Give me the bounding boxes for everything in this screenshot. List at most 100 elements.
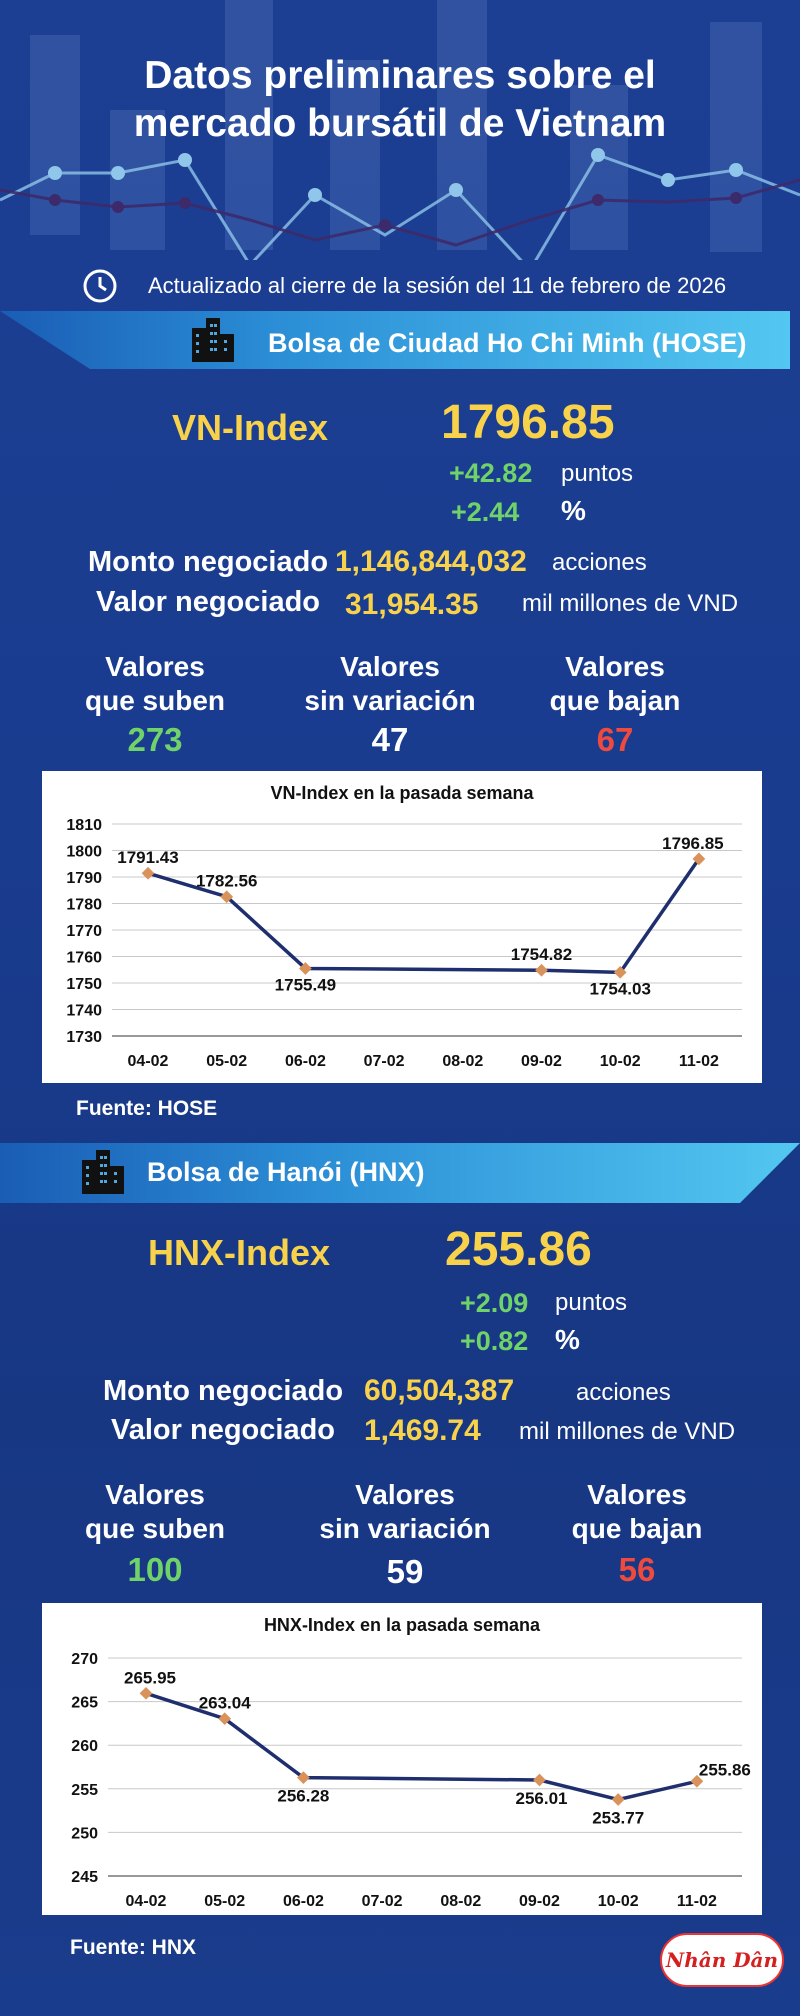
hose-flat-label: Valores sin variación <box>280 650 500 718</box>
decorative-bar <box>570 85 628 250</box>
hnx-volume-value: 60,504,387 <box>364 1374 515 1407</box>
nhandan-logo: Nhân Dân <box>660 1933 784 1987</box>
hose-volume-unit: acciones <box>552 549 647 576</box>
hnx-up-label: Valores que suben <box>60 1478 250 1546</box>
hose-points-unit: puntos <box>561 460 634 487</box>
hose-source: Fuente: HOSE <box>76 1097 218 1120</box>
data-point <box>139 1686 153 1700</box>
hose-down-label-1: Valores <box>565 651 665 682</box>
hnx-change-pct: +0.82 <box>460 1326 529 1356</box>
x-tick-label: 09-02 <box>519 1893 560 1910</box>
data-label: 1782.56 <box>196 872 257 891</box>
hnx-up-label-2: que suben <box>84 1513 225 1544</box>
hose-change-points: +42.82 <box>449 458 533 488</box>
hnx-points-unit: puntos <box>555 1289 628 1316</box>
hose-up-label: Valores que suben <box>60 650 250 718</box>
hose-up-count: 273 <box>127 721 183 758</box>
x-tick-label: 11-02 <box>677 1893 717 1910</box>
hnx-source: Fuente: HNX <box>70 1936 196 1959</box>
hnx-flat-label: Valores sin variación <box>295 1478 515 1546</box>
x-tick-label: 04-02 <box>128 1053 169 1070</box>
hose-down-label: Valores que bajan <box>520 650 710 718</box>
decorative-bar <box>710 22 762 252</box>
x-tick-label: 05-02 <box>204 1893 245 1910</box>
hose-chart: VN-Index en la pasada semana 1730 1740 1750… <box>66 783 742 1070</box>
hnx-up-count: 100 <box>127 1551 183 1588</box>
y-tick-label: 1780 <box>66 897 102 914</box>
data-point <box>533 1773 546 1787</box>
hnx-volume-unit: acciones <box>576 1379 671 1406</box>
hose-volume-value: 1,146,844,032 <box>335 545 527 578</box>
y-tick-label: 245 <box>71 1869 98 1886</box>
y-tick-label: 250 <box>71 1825 98 1842</box>
series-line <box>147 857 701 975</box>
hnx-down-label-2: que bajan <box>571 1513 703 1544</box>
hnx-value-unit: mil millones de VND <box>519 1418 736 1445</box>
chart-title: VN-Index en la pasada semana <box>270 783 534 803</box>
y-tick-label: 1800 <box>66 844 102 861</box>
x-tick-label: 10-02 <box>598 1893 639 1910</box>
decorative-lines <box>0 148 800 260</box>
x-tick-label: 07-02 <box>364 1053 405 1070</box>
y-tick-label: 260 <box>71 1738 98 1755</box>
hose-down-count: 67 <box>596 721 634 758</box>
x-tick-label: 04-02 <box>126 1893 167 1910</box>
hose-up-label-1: Valores <box>105 651 205 682</box>
hnx-volume-label: Monto negociado <box>103 1375 344 1407</box>
chart-title: HNX-Index en la pasada semana <box>264 1615 541 1635</box>
hose-down-label-2: que bajan <box>549 685 681 716</box>
data-point <box>611 1793 625 1806</box>
hose-value-unit: mil millones de VND <box>522 590 739 617</box>
data-label: 1754.82 <box>511 945 572 964</box>
hose-chart-panel: VN-Index en la pasada semana 1730 1740 1750… <box>42 771 762 1083</box>
y-tick-label: 255 <box>71 1782 98 1799</box>
hnx-flat-count: 59 <box>386 1553 424 1590</box>
hnx-chart-panel: HNX-Index en la pasada semana 245 250 255 26… <box>42 1603 762 1915</box>
hnx-down-label: Valores que bajan <box>542 1478 732 1546</box>
hnx-flat-label-2: sin variación <box>319 1513 491 1544</box>
y-tick-label: 1740 <box>66 1003 102 1020</box>
y-tick-label: 1750 <box>66 976 102 993</box>
x-tick-label: 07-02 <box>362 1893 403 1910</box>
x-tick-label: 09-02 <box>521 1053 562 1070</box>
hnx-index-name: HNX-Index <box>148 1232 331 1273</box>
data-label: 265.95 <box>124 1668 176 1687</box>
y-tick-label: 1790 <box>66 870 102 887</box>
hose-banner-title: Bolsa de Ciudad Ho Chi Minh (HOSE) <box>268 328 747 358</box>
data-label: 1791.43 <box>117 848 178 867</box>
y-tick-label: 265 <box>71 1695 98 1712</box>
hose-flat-label-2: sin variación <box>304 685 476 716</box>
x-tick-label: 06-02 <box>283 1893 324 1910</box>
clock-icon <box>83 269 117 303</box>
decorative-bar <box>225 0 273 250</box>
data-label: 255.86 <box>699 1760 751 1779</box>
y-tick-label: 1730 <box>66 1029 102 1046</box>
y-tick-label: 1810 <box>66 817 102 834</box>
data-point <box>535 963 548 977</box>
x-tick-label: 05-02 <box>206 1053 247 1070</box>
hose-flat-label-1: Valores <box>340 651 440 682</box>
x-tick-label: 08-02 <box>440 1893 481 1910</box>
hose-change-pct: +2.44 <box>451 497 520 527</box>
data-point <box>141 866 155 880</box>
hose-volume-label: Monto negociado <box>88 546 329 578</box>
data-label: 263.04 <box>199 1694 252 1713</box>
x-tick-label: 11-02 <box>679 1053 719 1070</box>
data-label: 1796.85 <box>662 834 723 853</box>
x-tick-label: 06-02 <box>285 1053 326 1070</box>
hose-flat-count: 47 <box>371 721 409 758</box>
hnx-index-value: 255.86 <box>445 1223 592 1276</box>
data-label: 1755.49 <box>275 975 336 994</box>
x-tick-label: 08-02 <box>442 1053 483 1070</box>
data-label: 256.01 <box>516 1789 568 1808</box>
hose-value-value: 31,954.35 <box>345 588 479 621</box>
hose-pct-unit: % <box>561 495 586 526</box>
y-tick-label: 1760 <box>66 950 102 967</box>
updated-timestamp: Actualizado al cierre de la sesión del 1… <box>148 273 727 298</box>
hnx-flat-label-1: Valores <box>355 1479 455 1510</box>
hnx-pct-unit: % <box>555 1324 580 1355</box>
hnx-down-count: 56 <box>618 1551 656 1588</box>
hnx-change-points: +2.09 <box>460 1288 529 1318</box>
building-icon <box>192 318 234 362</box>
building-icon <box>82 1150 124 1194</box>
